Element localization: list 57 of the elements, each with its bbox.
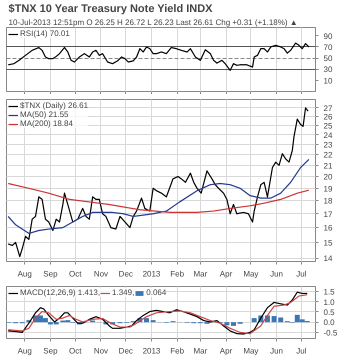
legend-label: RSI(14) 70.01 bbox=[20, 29, 70, 38]
chart-title: $TNX 10 Year Treasury Note Yield INDX bbox=[8, 3, 214, 15]
y-tick-label: 24 bbox=[324, 130, 333, 140]
x-tick-label: Feb bbox=[170, 270, 185, 278]
x-tick-label: Oct bbox=[69, 270, 82, 278]
x-tick-label: Jul bbox=[296, 270, 307, 278]
y-tick-label: 16 bbox=[324, 224, 333, 233]
x-tick-label: May bbox=[243, 270, 258, 278]
y-tick-label: 27 bbox=[324, 104, 333, 113]
x-tick-label: Sep bbox=[43, 346, 58, 356]
x-tick-label: Oct bbox=[69, 346, 82, 356]
y-tick-label: 1.0 bbox=[324, 298, 336, 307]
y-tick-label: 30 bbox=[324, 65, 333, 74]
y-tick-label: 0.5 bbox=[324, 308, 336, 317]
x-tick-label: Dec bbox=[118, 270, 133, 278]
y-tick-label: 18 bbox=[324, 196, 333, 206]
x-tick-label: 2013 bbox=[142, 346, 161, 356]
x-tick-label: May bbox=[243, 346, 258, 356]
y-tick-label: 50 bbox=[324, 54, 333, 64]
x-tick-label: Mar bbox=[193, 270, 208, 278]
y-tick-label: 0.0 bbox=[324, 318, 336, 328]
x-tick-label: Jun bbox=[270, 270, 284, 278]
x-tick-label: Aug bbox=[18, 346, 32, 356]
y-tick-label: 90 bbox=[324, 32, 333, 41]
x-tick-label: Nov bbox=[94, 270, 108, 278]
y-tick-label: 14 bbox=[324, 254, 333, 264]
y-tick-label: 17 bbox=[324, 210, 333, 219]
y-tick-label: 23 bbox=[324, 140, 333, 150]
legend-label: $TNX (Daily) 26.61 bbox=[20, 101, 88, 110]
y-tick-label: 21 bbox=[324, 161, 333, 170]
y-tick-label: 20 bbox=[324, 172, 333, 182]
y-tick-label: 15 bbox=[324, 238, 333, 248]
y-tick-label: 10 bbox=[324, 76, 333, 86]
legend-label: 0.064 bbox=[146, 288, 166, 297]
y-tick-label: 25 bbox=[324, 121, 333, 130]
y-tick-label: 1.5 bbox=[324, 288, 336, 297]
y-tick-label: -0.5 bbox=[324, 328, 338, 338]
x-tick-label: Sep bbox=[43, 270, 58, 278]
x-tick-label: Apr bbox=[220, 346, 233, 356]
y-tick-label: 22 bbox=[324, 150, 333, 160]
x-tick-label: Dec bbox=[118, 346, 133, 356]
legend-label: 1.349, bbox=[112, 288, 134, 297]
legend-label: MACD(12,26,9) 1.413, bbox=[20, 288, 100, 297]
x-tick-label: Jul bbox=[296, 346, 307, 356]
y-tick-label: 70 bbox=[324, 42, 333, 52]
x-tick-label: 2013 bbox=[142, 270, 161, 278]
x-tick-label: Apr bbox=[220, 270, 233, 278]
chart-subtitle: 10-Jul-2013 12:51pm O 26.25 H 26.72 L 26.23 Last 26.61 Chg +0.31 (+1.18%) ▲ bbox=[8, 18, 298, 27]
x-tick-label: Jun bbox=[270, 346, 284, 356]
y-tick-label: 19 bbox=[324, 184, 333, 194]
x-tick-label: Nov bbox=[94, 346, 108, 356]
y-tick-label: 26 bbox=[324, 112, 333, 122]
legend-label: MA(200) 18.84 bbox=[20, 119, 73, 128]
x-tick-label: Mar bbox=[193, 346, 208, 356]
x-tick-label: Aug bbox=[18, 270, 32, 278]
legend-label: MA(50) 21.55 bbox=[20, 110, 68, 119]
x-tick-label: Feb bbox=[170, 346, 185, 356]
